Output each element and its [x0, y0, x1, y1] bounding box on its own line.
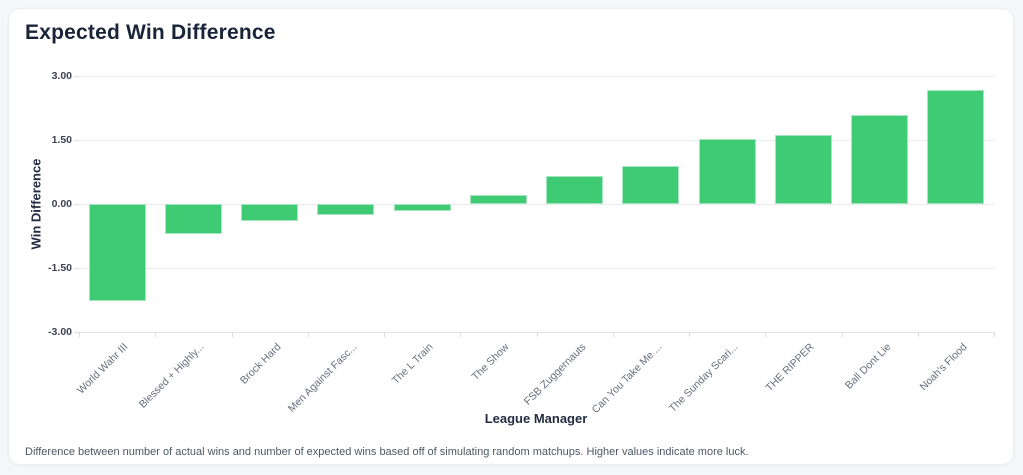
bar[interactable] [622, 166, 680, 204]
x-axis-tick-mark [460, 332, 462, 337]
x-axis-category-label: Noah's Flood [917, 341, 970, 394]
x-axis-tick-mark [384, 332, 385, 337]
bar[interactable] [469, 195, 527, 204]
x-axis-category-label: THE RIPPER [763, 341, 817, 395]
x-axis-tick-mark [689, 332, 690, 337]
x-axis-tick-mark [79, 332, 80, 337]
y-axis-tick-label: 3.00 [51, 70, 72, 82]
gridline [79, 204, 994, 205]
bar[interactable] [698, 139, 756, 204]
chart-footnote: Difference between number of actual wins… [25, 446, 749, 458]
bar[interactable] [393, 204, 451, 211]
x-axis-category-label: Can You Take Me ... [589, 341, 665, 416]
y-axis-tick-mark [74, 140, 79, 141]
x-axis-title: League Manager [484, 411, 588, 426]
bar[interactable] [88, 204, 146, 302]
y-axis-tick-label: -3.00 [48, 326, 72, 338]
x-axis-category-label: FSB Zuggernauts [521, 341, 589, 408]
x-axis-tick-mark [536, 332, 538, 337]
x-axis-category-label: The Show [469, 341, 512, 383]
x-axis-category-label: Ball Dont Lie [842, 341, 894, 392]
bar[interactable] [927, 90, 985, 204]
x-axis-category-label: Brock Hard [237, 341, 284, 387]
x-axis-category-label: The Sunday Scari... [666, 341, 741, 415]
x-axis-tick-mark [841, 332, 843, 337]
x-axis-tick-mark [765, 332, 767, 337]
bar[interactable] [851, 115, 909, 204]
chart-card: Expected Win Difference Win Difference 3… [8, 8, 1014, 465]
bar[interactable] [241, 204, 299, 222]
x-axis-tick-mark [994, 332, 995, 337]
x-axis-tick-mark [612, 332, 614, 337]
gridline [79, 140, 994, 141]
y-axis-tick-mark [74, 204, 79, 205]
gridline [79, 268, 994, 269]
bar[interactable] [774, 135, 832, 204]
y-axis-tick-label: 1.50 [51, 134, 72, 146]
x-axis-category-label: World Wahr III [75, 341, 131, 397]
bar[interactable] [164, 204, 222, 234]
y-axis-tick-mark [74, 268, 79, 269]
y-axis-tick-label: -1.50 [48, 262, 72, 274]
x-axis-tick-mark [231, 332, 233, 337]
x-axis-tick-mark [155, 332, 157, 337]
y-axis-tick-mark [74, 332, 79, 333]
plot-area: 3.00 1.50 0.00 -1.50 -3.00 World Wahr III Bles… [48, 70, 995, 416]
x-axis-category-label: The L Train [389, 341, 436, 387]
bar[interactable] [317, 204, 375, 216]
x-axis-tick-mark [917, 332, 919, 337]
chart-title: Expected Win Difference [25, 21, 276, 44]
x-axis-category-label: Men Against Fasc... [285, 341, 360, 415]
x-axis-tick-mark [307, 332, 309, 337]
x-axis-category-label: Blessed + Highly... [137, 341, 207, 411]
y-axis-tick-mark [74, 76, 79, 77]
gridline [79, 76, 994, 77]
bar[interactable] [546, 175, 604, 204]
y-axis-tick-label: 0.00 [51, 198, 72, 210]
